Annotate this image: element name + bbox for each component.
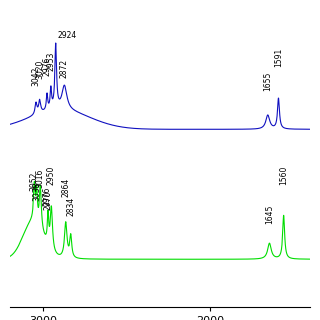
Text: 2970: 2970 [44, 191, 52, 210]
Text: 3042: 3042 [31, 67, 41, 86]
Text: 2953: 2953 [46, 51, 55, 71]
Text: 2976: 2976 [43, 56, 52, 76]
Text: 3020: 3020 [35, 60, 44, 79]
Text: 1560: 1560 [279, 166, 288, 185]
Text: 2834: 2834 [66, 197, 75, 216]
Text: 2950: 2950 [47, 166, 56, 185]
Text: 1655: 1655 [263, 72, 272, 92]
Text: 3038: 3038 [32, 181, 41, 201]
Text: 1645: 1645 [265, 205, 274, 224]
Text: 3016: 3016 [36, 168, 45, 188]
Text: 1591: 1591 [274, 48, 283, 67]
Text: 2872: 2872 [60, 59, 69, 77]
Text: 2924: 2924 [57, 31, 77, 40]
Text: 2976: 2976 [43, 187, 52, 206]
Text: 3052: 3052 [30, 171, 39, 191]
Text: 2864: 2864 [61, 178, 70, 197]
